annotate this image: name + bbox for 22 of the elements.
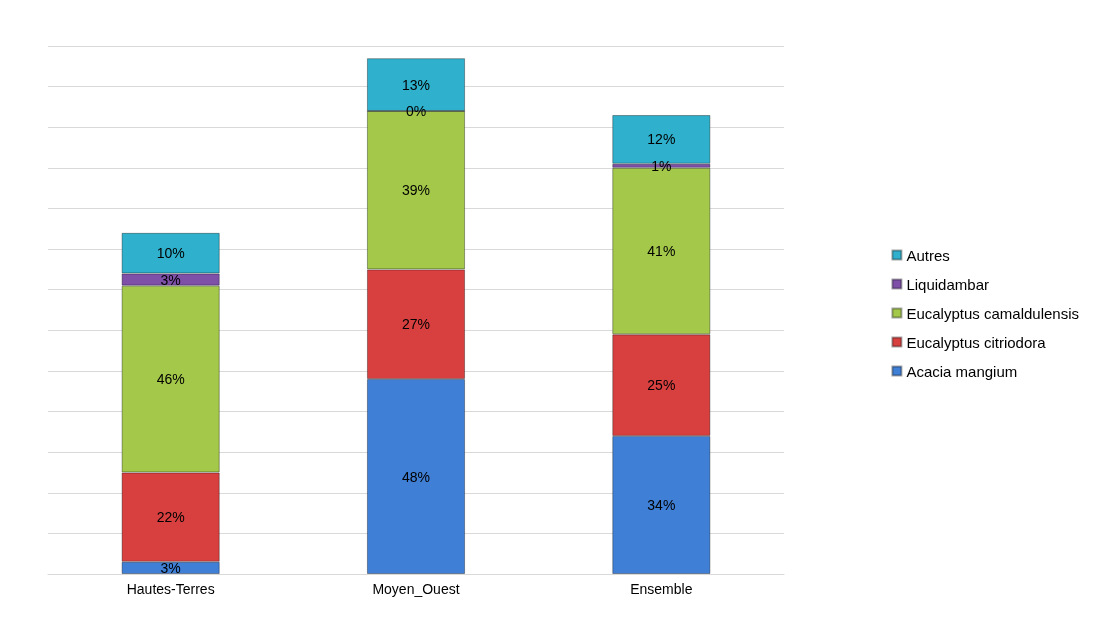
legend-label: Liquidambar — [906, 275, 989, 293]
data-label: 46% — [156, 371, 185, 388]
legend-label: Eucalyptus citriodora — [906, 333, 1047, 351]
data-label: 3% — [160, 559, 181, 576]
legend-label: Acacia mangium — [906, 362, 1018, 380]
x-tick-label: Moyen_Ouest — [372, 581, 460, 597]
data-label: 41% — [647, 243, 676, 260]
legend-label: Eucalyptus camaldulensis — [906, 304, 1080, 322]
data-label: 25% — [647, 377, 676, 394]
data-label: 3% — [160, 271, 181, 288]
data-label: 13% — [401, 76, 431, 93]
data-label: 10% — [156, 245, 185, 262]
data-label: 48% — [401, 468, 431, 485]
data-label: 1% — [651, 157, 672, 174]
x-tick-label: Ensemble — [630, 581, 693, 597]
data-label: 12% — [647, 131, 676, 148]
legend-label: Autres — [906, 246, 950, 264]
data-label: 27% — [401, 316, 431, 333]
x-tick-label: Hautes-Terres — [126, 581, 215, 597]
data-label: 22% — [156, 509, 185, 526]
data-label: 34% — [647, 496, 676, 513]
data-label: 39% — [401, 182, 431, 199]
